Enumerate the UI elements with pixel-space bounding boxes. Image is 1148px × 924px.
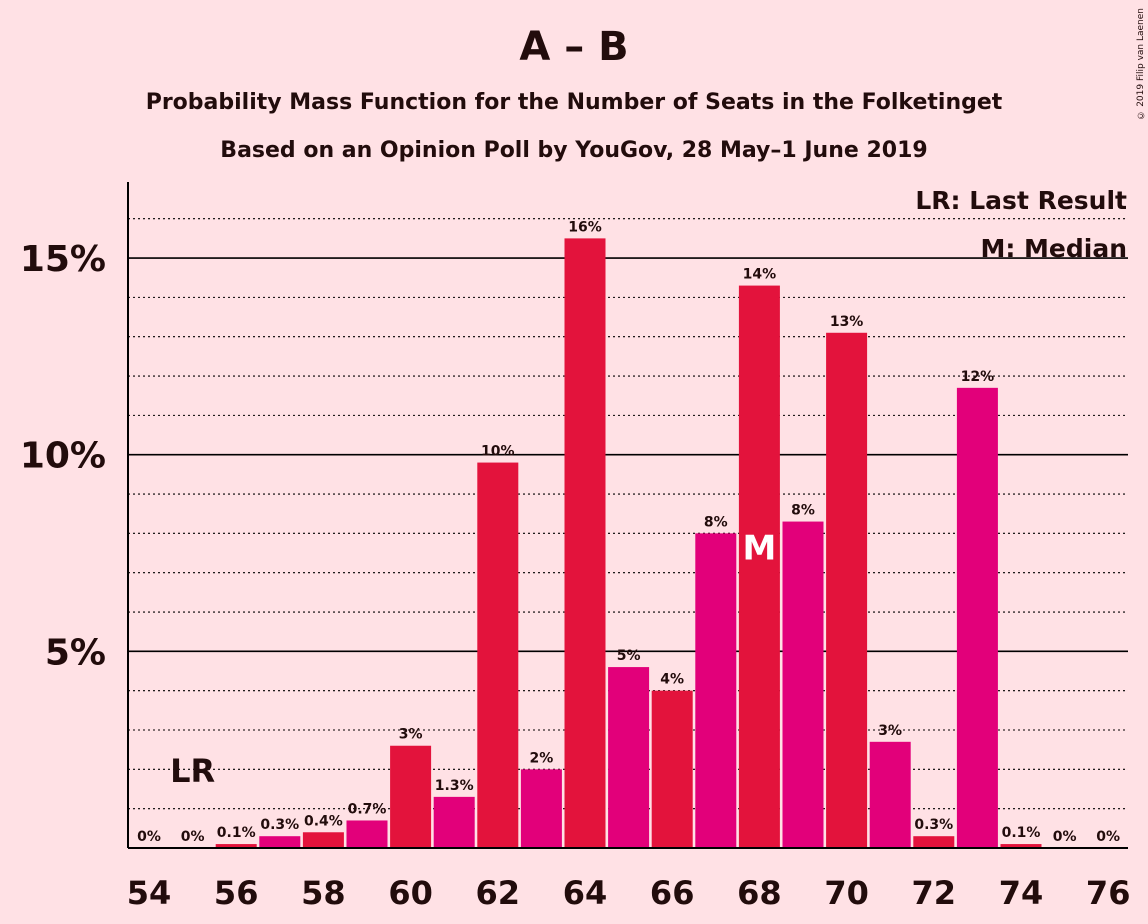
bar — [695, 533, 737, 848]
median-marker: M — [742, 529, 776, 569]
bar — [869, 741, 911, 848]
bar-label: 0.3% — [260, 817, 299, 833]
bar — [564, 238, 606, 848]
bar-label: 0.1% — [1002, 825, 1041, 841]
bar-label: 13% — [830, 314, 864, 330]
bar-label: 5% — [617, 648, 641, 664]
legend-median: M: Median — [980, 234, 1127, 263]
bar-label: 8% — [704, 514, 728, 530]
y-tick-label: 10% — [20, 436, 106, 477]
bar — [738, 285, 780, 848]
x-tick-label: 64 — [563, 874, 608, 912]
bar-label: 1.3% — [435, 778, 474, 794]
bar — [477, 462, 519, 848]
x-tick-label: 66 — [650, 874, 695, 912]
bar-label: 0% — [137, 829, 161, 845]
bar — [433, 796, 475, 848]
bar-label: 0% — [1096, 829, 1120, 845]
x-tick-label: 58 — [301, 874, 346, 912]
bar — [782, 521, 824, 848]
bar — [346, 820, 388, 848]
bar — [826, 332, 868, 849]
chart-subtitle-2: Based on an Opinion Poll by YouGov, 28 M… — [220, 138, 928, 163]
bar — [520, 769, 562, 848]
bar-label: 16% — [568, 219, 602, 235]
bar — [651, 690, 693, 848]
bar-label: 4% — [660, 672, 684, 688]
bar — [215, 844, 257, 848]
x-tick-label: 60 — [388, 874, 433, 912]
bar-label: 8% — [791, 503, 815, 519]
bar-label: 0.1% — [217, 825, 256, 841]
bar — [259, 836, 301, 848]
last-result-marker: LR — [170, 752, 215, 790]
bar-label: 0% — [181, 829, 205, 845]
bar — [608, 667, 650, 848]
x-tick-label: 56 — [214, 874, 259, 912]
bar-label: 3% — [878, 723, 902, 739]
bar — [913, 836, 955, 848]
bar-label: 0.7% — [348, 801, 387, 817]
bar-label: 12% — [961, 369, 995, 385]
bar — [956, 387, 998, 848]
x-tick-label: 62 — [476, 874, 521, 912]
x-tick-label: 70 — [824, 874, 869, 912]
bar-label: 0.4% — [304, 813, 343, 829]
bar-label: 3% — [399, 727, 423, 743]
bar-label: 14% — [743, 267, 777, 283]
legend-last-result: LR: Last Result — [915, 186, 1127, 215]
y-tick-label: 5% — [45, 632, 106, 673]
y-tick-label: 15% — [20, 239, 106, 280]
bar — [390, 745, 432, 848]
bar — [1000, 844, 1042, 848]
x-tick-label: 76 — [1086, 874, 1131, 912]
chart-subtitle-1: Probability Mass Function for the Number… — [145, 90, 1003, 115]
x-tick-label: 68 — [737, 874, 782, 912]
bar-label: 2% — [530, 750, 554, 766]
x-tick-label: 74 — [999, 874, 1044, 912]
bar — [302, 832, 344, 848]
x-tick-label: 72 — [912, 874, 957, 912]
x-tick-label: 54 — [127, 874, 172, 912]
chart-title: A – B — [519, 24, 629, 70]
bar-label: 0.3% — [914, 817, 953, 833]
bar-label: 10% — [481, 444, 515, 460]
bar-label: 0% — [1053, 829, 1077, 845]
